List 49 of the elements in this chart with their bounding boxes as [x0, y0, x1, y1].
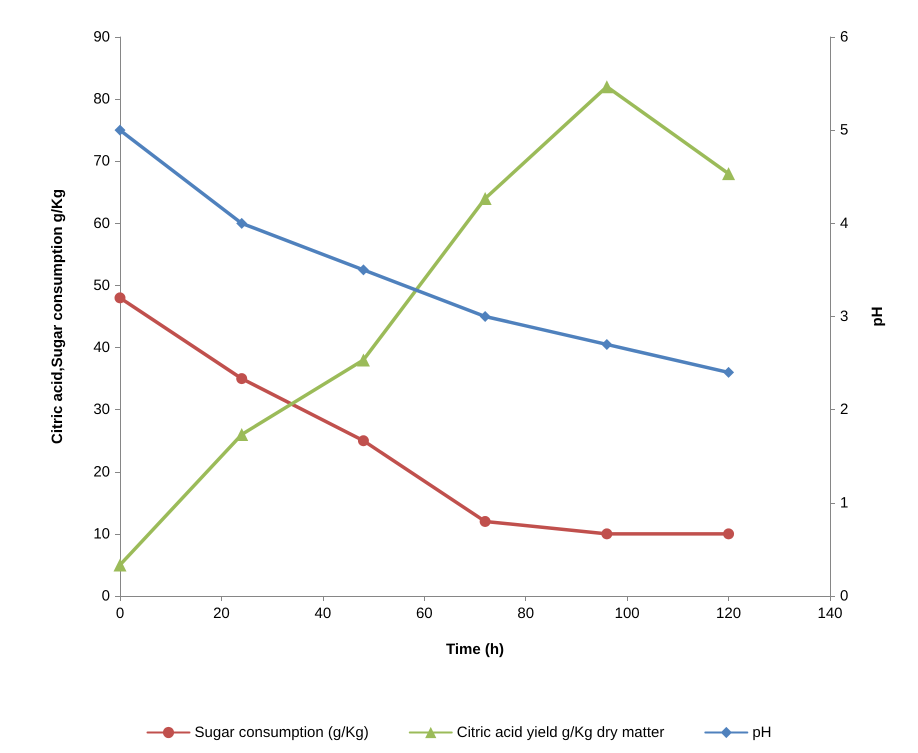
point	[601, 338, 612, 350]
y2-tick-label: 1	[840, 494, 848, 512]
y2-tick-label: 6	[840, 28, 848, 46]
point	[236, 218, 248, 229]
y-tick-label: 40	[93, 339, 110, 356]
y-tick-label: 20	[93, 463, 110, 480]
y2-axis-title: pH	[869, 306, 886, 326]
x-tick-label: 0	[116, 605, 124, 622]
point	[358, 264, 369, 276]
point	[723, 366, 734, 378]
x-tick-label: 20	[213, 605, 230, 622]
point	[478, 192, 492, 205]
y-tick-label: 60	[93, 214, 110, 232]
x-tick-label: 40	[314, 605, 332, 622]
y-axis-title: Citric acid,Sugar consumption g/Kg	[49, 188, 66, 444]
y-tick-label: 80	[93, 90, 110, 108]
point	[235, 428, 248, 442]
y2-tick-label: 4	[840, 214, 848, 232]
point	[601, 528, 612, 540]
y-tick-label: 10	[93, 525, 110, 542]
y-tick-label: 30	[93, 401, 110, 418]
point	[356, 353, 370, 366]
y-tick-label: 50	[93, 276, 110, 294]
point	[723, 528, 734, 540]
x-tick-label: 60	[416, 605, 433, 622]
y2-tick-label: 2	[840, 401, 848, 418]
point	[480, 516, 491, 527]
y2-tick-label: 0	[840, 588, 848, 604]
point	[114, 124, 126, 136]
y-tick-label: 70	[93, 152, 110, 170]
point	[600, 80, 614, 94]
y-tick-label: 90	[93, 28, 110, 46]
x-axis-title: Time (h)	[446, 641, 504, 658]
x-tick-label: 120	[716, 605, 742, 622]
point	[114, 292, 126, 304]
y-tick-label: 0	[102, 588, 110, 604]
legend-label: Sugar consumption (g/Kg)	[194, 724, 369, 741]
point	[114, 558, 126, 572]
x-tick-label: 100	[614, 605, 640, 622]
point	[236, 373, 248, 384]
y2-tick-label: 5	[840, 122, 848, 139]
legend-label: Citric acid yield g/Kg dry matter	[456, 724, 664, 741]
x-tick-label: 80	[517, 605, 534, 622]
x-tick-label: 140	[817, 605, 843, 622]
point	[722, 167, 736, 180]
legend-label: pH	[752, 724, 772, 741]
point	[480, 311, 491, 322]
point	[358, 435, 369, 446]
y2-tick-label: 3	[840, 308, 848, 325]
